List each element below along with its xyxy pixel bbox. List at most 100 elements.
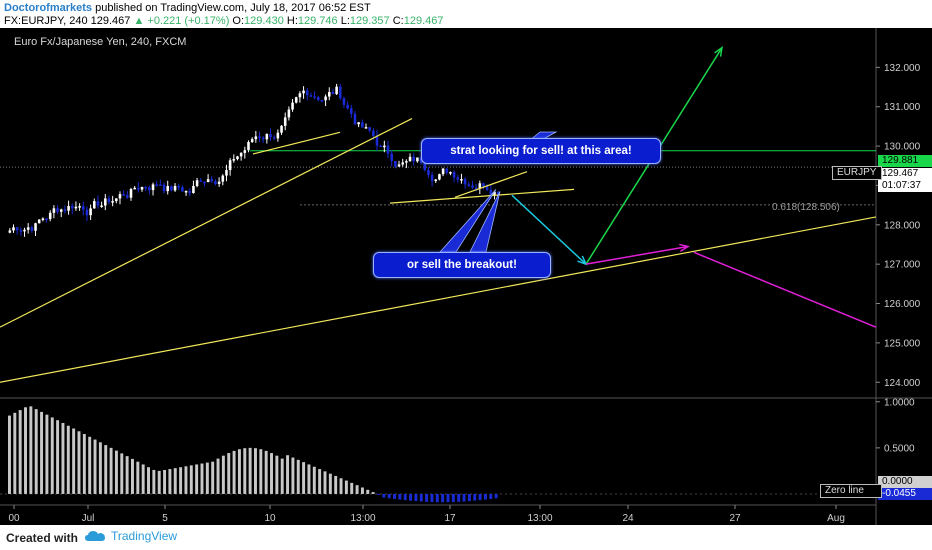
bull-candle [357,122,360,125]
bull-candle [493,191,496,196]
bull-candle [383,145,386,148]
osc-bar [435,493,439,503]
callout-sell-breakout[interactable]: or sell the breakout! [373,252,551,278]
bull-candle [283,117,287,126]
bull-candle [416,157,419,162]
osc-bar [248,447,252,494]
bull-candle [228,160,232,171]
bear-candle [203,181,206,184]
osc-bar [152,469,156,494]
bear-candle [107,198,111,202]
bear-candle [346,104,349,109]
cyan-arrow [511,194,587,265]
bull-candle [92,201,96,209]
bull-candle [405,161,408,163]
osc-bar [312,466,316,494]
last-price: 129.467 [90,15,131,27]
ohlc-line: FX:EURJPY, 240 129.467 ▲ +0.221 (+0.17%)… [4,15,443,27]
price-change: +0.221 (+0.17%) [147,15,230,27]
time-axis[interactable]: 00 Jul 5 10 13:00 17 13:00 24 27 Aug [8,505,845,524]
bull-candle [129,189,133,198]
bear-candle [379,145,382,148]
bear-candle [331,92,335,95]
bear-candle [81,206,85,210]
bear-candle [456,177,460,180]
bull-candle [449,172,452,174]
bear-candle [427,170,430,176]
countdown-tag: 01:07:37 [878,180,932,192]
osc-bar [393,493,396,499]
bull-candle [151,184,155,191]
bear-candle [423,162,427,171]
bull-candle [247,142,250,151]
osc-bar [120,453,124,494]
close-label: C: [392,15,404,27]
osc-bar [72,428,76,494]
osc-bar [237,449,241,494]
bull-candle [23,229,26,232]
osc-bar [451,493,455,503]
osc-bar [50,417,54,494]
bear-candle [467,184,471,186]
osc-bar [419,493,423,502]
bear-candle [471,185,474,188]
low-value: 129.357 [349,15,390,27]
bear-candle [368,127,371,131]
bull-candle [184,190,188,193]
bull-candle [239,152,243,157]
cloud-icon [85,531,105,541]
bear-candle [342,98,346,105]
bull-candle [243,150,247,153]
zero-line-tag: Zero line [820,484,882,498]
price-axis[interactable]: 124.000125.000126.000127.000128.000129.0… [876,63,921,389]
bear-candle [188,190,192,194]
price-tick-label: 124.000 [884,378,921,389]
bear-candle [258,136,261,138]
bull-candle [41,218,45,220]
osc-bar [296,459,300,494]
bear-candle [30,227,34,231]
drawings[interactable] [0,46,877,383]
footer: Created with TradingView [0,525,932,550]
osc-bar [328,473,332,494]
bull-candle [217,181,221,184]
brand-label: TradingView [111,529,178,543]
bull-candle [364,127,368,129]
price-tick-label: 131.000 [884,102,921,113]
osc-bar [18,410,22,494]
price-tick-label: 128.000 [884,220,921,231]
bull-candle [254,136,258,140]
osc-bar [478,493,482,501]
bear-candle [350,108,353,114]
callout-sell-area[interactable]: strat looking for sell! at this area! [421,138,661,164]
osc-bar [275,455,279,494]
bull-candle [34,223,37,231]
bull-candle [460,179,463,181]
bull-candle [294,97,298,103]
osc-bar [211,461,215,494]
chart-canvas[interactable]: 124.000125.000126.000127.000128.000129.0… [0,28,932,525]
author-link[interactable]: Doctorofmarkets [4,2,93,14]
bear-candle [56,208,59,212]
bear-candle [489,189,493,196]
osc-bar [82,434,86,494]
bull-candle [287,109,291,118]
chart-header: Doctorofmarkets published on TradingView… [0,0,932,28]
osc-bar [371,492,375,494]
symbol-tag: EURJPY [832,166,882,180]
up-arrow-icon: ▲ [133,15,145,27]
bear-candle [445,168,449,173]
osc-bar [377,493,380,495]
created-with-label: Created with [6,531,79,545]
time-tick-label: 00 [8,513,20,524]
osc-bar [227,453,231,494]
bull-candle [89,208,92,216]
osc-bar [168,469,172,494]
osc-bar [398,493,402,500]
wedge-line [454,171,528,198]
osc-bar [221,455,225,494]
bull-candle [78,206,81,208]
tradingview-link[interactable]: TradingView [84,529,177,543]
publish-info: published on TradingView.com, July 18, 2… [95,2,371,14]
chart-svg[interactable]: 124.000125.000126.000127.000128.000129.0… [0,28,932,525]
